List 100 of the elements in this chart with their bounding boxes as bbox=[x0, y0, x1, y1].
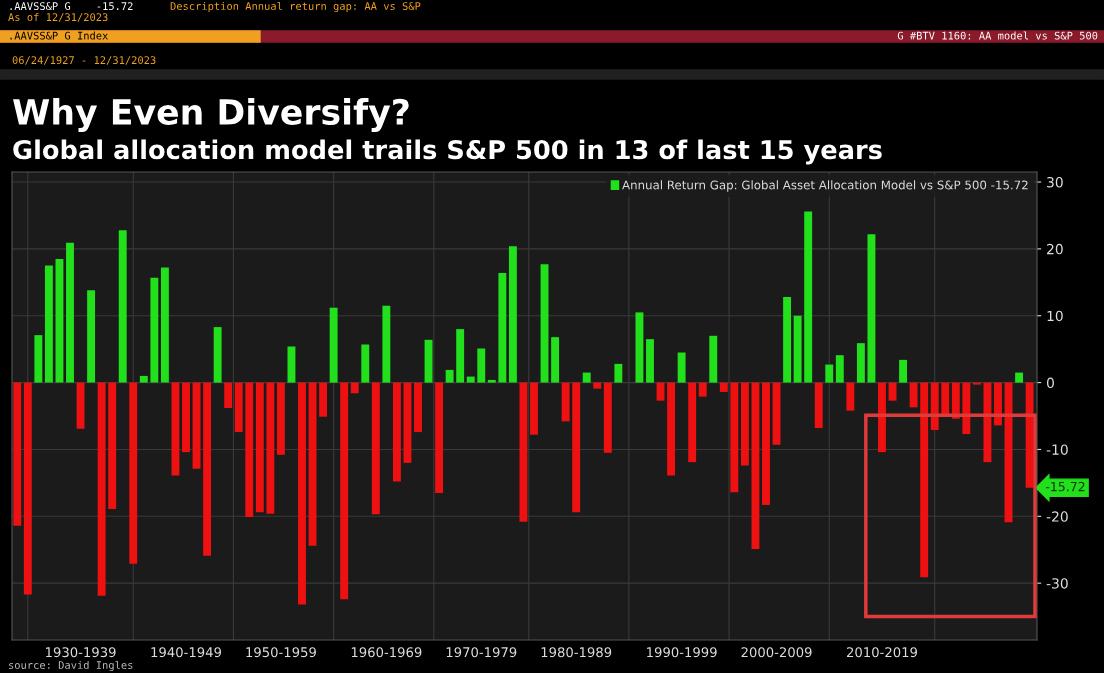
bar bbox=[23, 382, 32, 595]
bar bbox=[245, 382, 254, 517]
bar bbox=[825, 364, 834, 383]
bar bbox=[87, 290, 96, 383]
bar bbox=[13, 382, 22, 526]
bar bbox=[783, 297, 792, 383]
bar bbox=[1015, 372, 1024, 383]
bar bbox=[867, 234, 876, 383]
bar bbox=[213, 327, 222, 383]
bar bbox=[34, 335, 43, 383]
bar bbox=[582, 372, 591, 383]
bar bbox=[371, 382, 380, 515]
bar bbox=[171, 382, 180, 476]
bar bbox=[688, 382, 697, 463]
chart-subtitle: Global allocation model trails S&P 500 in 13 of last 15 years bbox=[13, 139, 882, 165]
bar bbox=[182, 382, 190, 453]
bar bbox=[445, 369, 454, 383]
bar bbox=[856, 343, 865, 383]
bar bbox=[677, 352, 686, 383]
x-tick-label: 1980-1989 bbox=[541, 647, 612, 658]
bar bbox=[350, 382, 359, 394]
bar bbox=[730, 382, 739, 493]
y-tick-label: -30 bbox=[1046, 578, 1068, 589]
bar bbox=[224, 382, 233, 409]
y-tick-label: 10 bbox=[1047, 310, 1063, 322]
bar bbox=[962, 382, 971, 435]
x-tick-label: 1990-1999 bbox=[647, 647, 717, 658]
text: .AAVSS&P G -15.72 bbox=[10, 2, 133, 11]
x-tick-label: 2010-2019 bbox=[846, 647, 918, 658]
y-tick-label: 20 bbox=[1047, 243, 1063, 255]
bar bbox=[635, 312, 644, 383]
text: 06/24/1927 - 12/31/2023 bbox=[12, 56, 156, 65]
chart-title: Why Even Diversify? bbox=[13, 98, 409, 132]
bar bbox=[66, 242, 74, 383]
bar bbox=[298, 382, 306, 605]
bar bbox=[118, 230, 127, 383]
bar bbox=[899, 359, 908, 383]
bar bbox=[698, 382, 707, 397]
bar bbox=[456, 329, 465, 383]
bar bbox=[603, 382, 612, 453]
bar bbox=[835, 355, 844, 383]
bar bbox=[287, 346, 296, 383]
bar bbox=[878, 382, 886, 453]
bar bbox=[403, 382, 412, 463]
bar bbox=[593, 382, 602, 389]
bar bbox=[319, 382, 328, 417]
bar bbox=[941, 382, 950, 415]
x-tick-label: 2000-2009 bbox=[741, 647, 812, 658]
bar bbox=[203, 382, 212, 556]
text: -15.72 bbox=[1045, 481, 1085, 492]
text: Description Annual return gap: AA vs S&P bbox=[170, 1, 421, 13]
x-tick-label: 1940-1949 bbox=[151, 647, 222, 658]
bar bbox=[614, 363, 623, 383]
bar bbox=[55, 258, 64, 383]
bar bbox=[572, 382, 581, 513]
bar bbox=[466, 376, 475, 383]
bar bbox=[740, 382, 749, 466]
bar bbox=[751, 382, 760, 550]
bar bbox=[667, 382, 676, 476]
bar bbox=[361, 344, 370, 383]
bar bbox=[719, 382, 728, 392]
text: As of 12/31/2023 bbox=[8, 12, 108, 22]
bar bbox=[139, 375, 148, 383]
bar bbox=[951, 382, 960, 419]
bar bbox=[804, 211, 813, 383]
bar bbox=[234, 382, 243, 433]
bar bbox=[97, 382, 106, 596]
bar bbox=[255, 382, 264, 513]
bar bbox=[266, 382, 275, 514]
bar bbox=[108, 382, 117, 509]
x-tick-label: 1970-1979 bbox=[446, 647, 517, 658]
bar bbox=[435, 382, 444, 493]
y-tick-label: -10 bbox=[1046, 444, 1068, 455]
bar bbox=[709, 335, 718, 383]
bar bbox=[983, 382, 992, 463]
bar bbox=[340, 382, 349, 600]
bar bbox=[762, 382, 770, 505]
y-tick-label: 0 bbox=[1046, 377, 1054, 389]
bar bbox=[530, 382, 538, 435]
bar bbox=[793, 315, 802, 383]
bar bbox=[487, 379, 496, 383]
bar bbox=[498, 272, 507, 383]
bar bbox=[920, 382, 929, 578]
bar bbox=[508, 246, 517, 383]
x-tick-label: 1930-1939 bbox=[46, 647, 116, 658]
legend-label: Annual Return Gap: Global Asset Allocation Model vs S&P 500 -15.72 bbox=[622, 180, 1028, 192]
bar bbox=[44, 265, 53, 383]
bar bbox=[519, 382, 528, 522]
text: .AAVSS&P G Index bbox=[10, 31, 108, 40]
bar bbox=[561, 382, 570, 422]
bar bbox=[551, 337, 560, 383]
bar bbox=[846, 382, 855, 411]
bar bbox=[814, 382, 823, 429]
bar bbox=[329, 307, 338, 383]
bar bbox=[414, 382, 422, 433]
source-note: source: David Ingles bbox=[9, 660, 133, 672]
bar bbox=[477, 348, 486, 383]
bar bbox=[160, 267, 169, 383]
bar bbox=[994, 382, 1002, 426]
bar bbox=[646, 339, 654, 383]
